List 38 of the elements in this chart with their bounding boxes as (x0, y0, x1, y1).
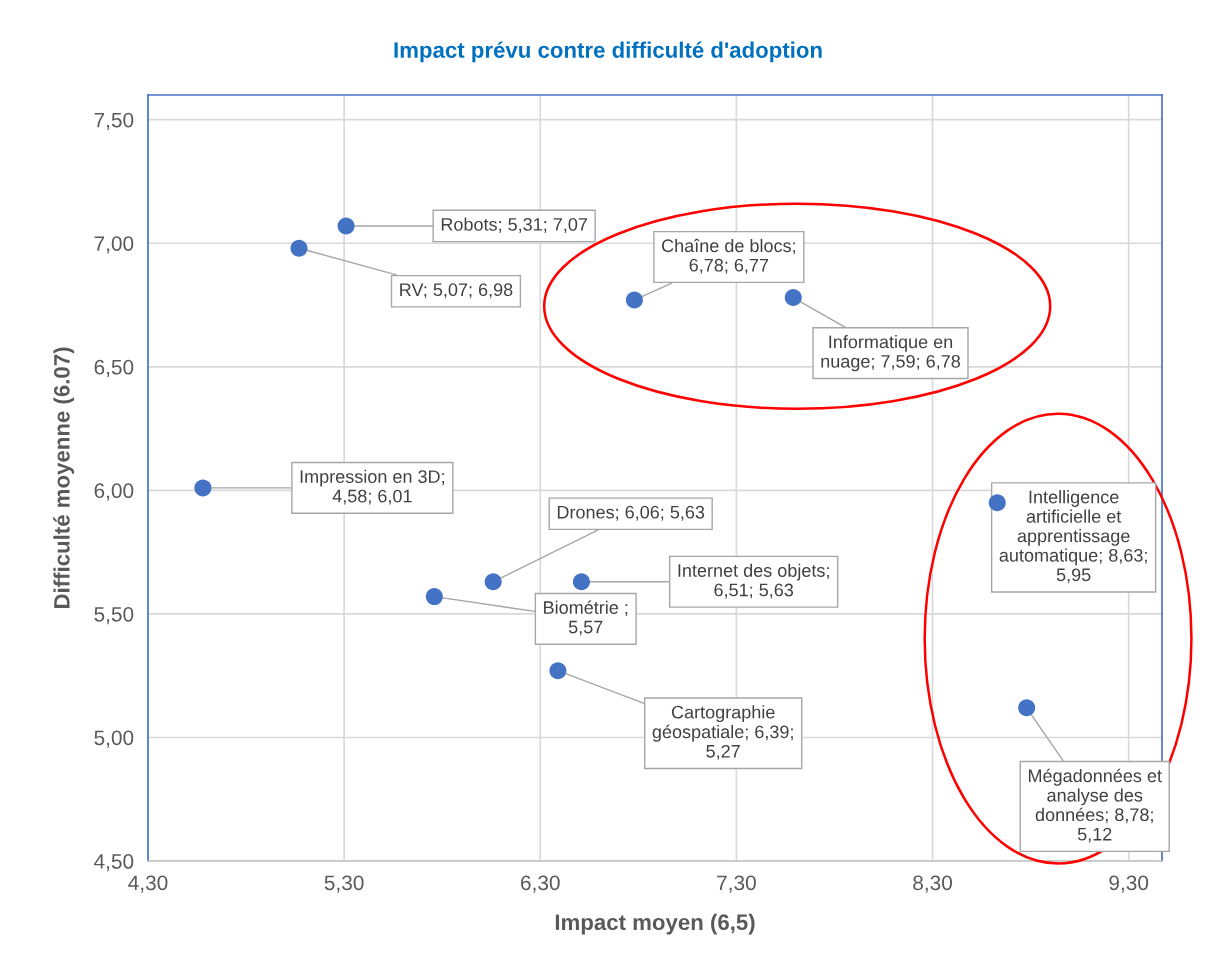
y-tick-label: 7,00 (94, 236, 134, 254)
chart-title: Impact prévu contre difficulté d'adoption (394, 41, 822, 63)
point (1018, 699, 1036, 717)
x-tick-label: 5,30 (324, 875, 364, 893)
point (484, 573, 502, 591)
x-tick-label: 9,30 (1109, 875, 1149, 893)
data-label: Informatique en nuage; 7,59; 6,78 (821, 335, 960, 372)
y-tick-label: 6,50 (94, 359, 134, 378)
y-axis-title: Difficulté moyenne (6.07) (53, 347, 75, 609)
data-label: Internet des objets; 6,51; 5,63 (678, 563, 829, 599)
y-tick-label: 7,50 (94, 112, 134, 130)
data-label: Chaîne de blocs; 6,78; 6,77 (662, 238, 795, 274)
point (572, 573, 590, 591)
point (337, 217, 355, 235)
point (784, 289, 802, 307)
y-tick-label: 4,50 (94, 854, 134, 872)
data-label: Cartographie géospatiale; 6,39; 5,27 (652, 705, 793, 760)
x-tick-label: 8,30 (913, 875, 952, 893)
x-tick-label: 7,30 (717, 875, 756, 893)
data-label: Impression en 3D; 4,58; 6,01 (300, 469, 444, 505)
data-label: RV; 5,07; 6,98 (400, 283, 513, 299)
point (988, 494, 1006, 512)
data-label: Intelligence artificielle et apprentissage automatique; 8,63; 5,95 (999, 490, 1147, 584)
point (194, 479, 212, 497)
point (290, 239, 308, 257)
point (549, 662, 567, 680)
data-label: Mégadonnées et analyse des données; 8,78; 5,12 (1028, 768, 1162, 843)
x-tick-label: 6,30 (521, 875, 560, 893)
y-tick-label: 5,50 (94, 606, 134, 625)
y-tick-label: 5,00 (94, 730, 134, 748)
data-label: Drones; 6,06; 5,63 (557, 505, 705, 521)
y-tick-label: 6,00 (94, 483, 134, 501)
point (425, 588, 443, 606)
x-tick-label: 4,30 (128, 875, 168, 893)
data-label: Robots; 5,31; 7,07 (441, 217, 588, 233)
x-axis-title: Impact moyen (6,5) (555, 913, 755, 935)
data-label: Biométrie ; 5,57 (544, 600, 628, 636)
point (625, 291, 643, 309)
